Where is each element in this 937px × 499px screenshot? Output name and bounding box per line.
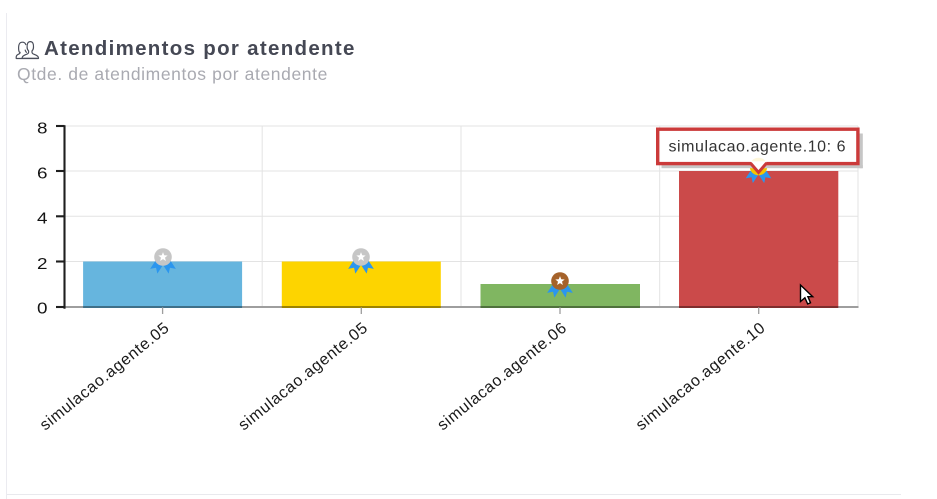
svg-text:simulacao.agente.10: simulacao.agente.10	[633, 319, 769, 434]
svg-text:0: 0	[37, 299, 48, 317]
svg-text:4: 4	[37, 209, 48, 227]
svg-text:6: 6	[37, 164, 48, 182]
svg-text:simulacao.agente.06: simulacao.agente.06	[434, 319, 570, 434]
svg-text:simulacao.agente.05: simulacao.agente.05	[37, 319, 173, 434]
svg-text:simulacao.agente.05: simulacao.agente.05	[235, 319, 371, 434]
svg-text:simulacao.agente.10: 6: simulacao.agente.10: 6	[669, 139, 847, 156]
svg-text:8: 8	[37, 119, 48, 137]
svg-text:2: 2	[37, 254, 48, 272]
